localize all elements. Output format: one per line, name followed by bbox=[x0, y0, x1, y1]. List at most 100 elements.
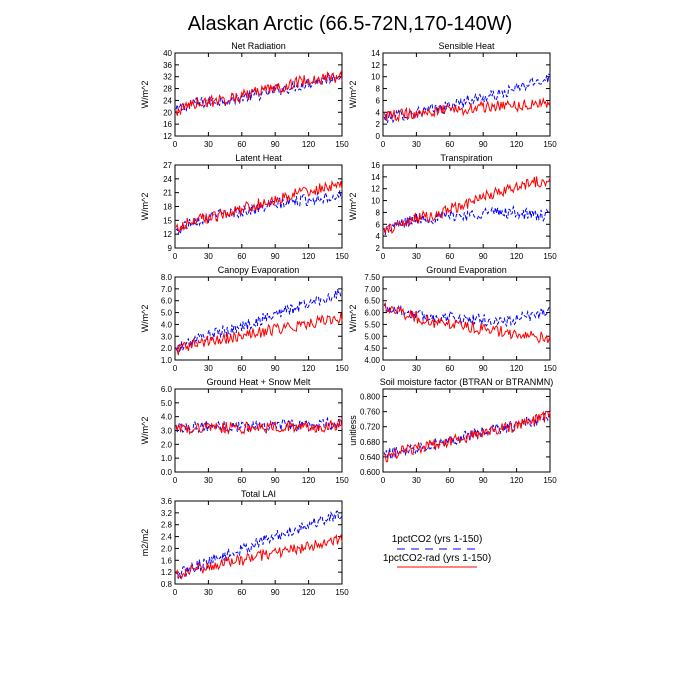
ground-evaporation-xtick-label-150: 150 bbox=[543, 364, 557, 373]
canopy-evaporation-ytick-label-8-0: 8.0 bbox=[161, 273, 173, 282]
sensible-heat-xtick-label-0: 0 bbox=[381, 140, 386, 149]
latent-heat-series-1pctco2-yrs-1-150 bbox=[175, 190, 343, 236]
transpiration-xtick-label-0: 0 bbox=[381, 252, 386, 261]
canopy-evaporation-ytick-label-5-0: 5.0 bbox=[161, 309, 173, 318]
net-radiation-ytick-label-40: 40 bbox=[163, 49, 172, 58]
ground-evaporation-xtick-label-0: 0 bbox=[381, 364, 386, 373]
soil-moisture-factor-btran-or-btranmn-ytick-label-0-800: 0.800 bbox=[360, 393, 381, 402]
sensible-heat-xtick-label-60: 60 bbox=[445, 140, 454, 149]
latent-heat-ytick-label-15: 15 bbox=[163, 216, 172, 225]
sensible-heat-xtick-label-120: 120 bbox=[510, 140, 524, 149]
latent-heat-ylabel: W/m^2 bbox=[140, 193, 150, 221]
canopy-evaporation-xtick-label-120: 120 bbox=[302, 364, 316, 373]
panel-total-lai: Total LAI m2/m2 0 30 60 90 120 150 0.8 1.2 1.6 2.0 2… bbox=[140, 489, 349, 597]
total-lai-xtick-label-30: 30 bbox=[204, 588, 213, 597]
ground-heat-snow-melt-xtick-label-120: 120 bbox=[302, 476, 316, 485]
sensible-heat-ylabel: W/m^2 bbox=[348, 81, 358, 109]
canopy-evaporation-xtick-label-60: 60 bbox=[237, 364, 246, 373]
total-lai-ytick-label-2-0: 2.0 bbox=[161, 544, 173, 553]
total-lai-xtick-label-150: 150 bbox=[335, 588, 349, 597]
ground-evaporation-series-1pctco2-yrs-1-150 bbox=[383, 304, 551, 327]
ground-heat-snow-melt-xtick-label-0: 0 bbox=[173, 476, 178, 485]
total-lai-series-1pctco2-rad-yrs-1-150 bbox=[175, 533, 343, 580]
ground-evaporation-ytick-label-7-50: 7.50 bbox=[364, 273, 380, 282]
latent-heat-xtick-label-90: 90 bbox=[271, 252, 280, 261]
canopy-evaporation-ytick-label-7-0: 7.0 bbox=[161, 285, 173, 294]
soil-moisture-factor-btran-or-btranmn-plot-frame bbox=[382, 388, 551, 473]
total-lai-ytick-label-2-8: 2.8 bbox=[161, 521, 173, 530]
soil-moisture-factor-btran-or-btranmn-ytick-label-0-600: 0.600 bbox=[360, 468, 381, 477]
ground-evaporation-ylabel: W/m^2 bbox=[348, 305, 358, 333]
canopy-evaporation-ytick-label-3-0: 3.0 bbox=[161, 332, 173, 341]
total-lai-xtick-label-120: 120 bbox=[302, 588, 316, 597]
transpiration-series-1pctco2-rad-yrs-1-150 bbox=[383, 176, 551, 234]
transpiration-xtick-label-60: 60 bbox=[445, 252, 454, 261]
net-radiation-ytick-label-20: 20 bbox=[163, 108, 172, 117]
latent-heat-plot-frame bbox=[174, 164, 343, 249]
total-lai-ytick-label-1-2: 1.2 bbox=[161, 568, 173, 577]
sensible-heat-xtick-label-90: 90 bbox=[479, 140, 488, 149]
soil-moisture-factor-btran-or-btranmn-xtick-label-0: 0 bbox=[381, 476, 386, 485]
ground-heat-snow-melt-ytick-label-4-0: 4.0 bbox=[161, 413, 173, 422]
panel-soil-moisture-factor-btran-or-btranmn: Soil moisture factor (BTRAN or BTRANMN) u… bbox=[348, 377, 557, 485]
sensible-heat-ytick-label-4: 4 bbox=[376, 108, 381, 117]
transpiration-xtick-label-30: 30 bbox=[412, 252, 421, 261]
ground-evaporation-ytick-label-6-00: 6.00 bbox=[364, 309, 380, 318]
transpiration-ytick-label-16: 16 bbox=[371, 161, 380, 170]
soil-moisture-factor-btran-or-btranmn-xtick-label-90: 90 bbox=[479, 476, 488, 485]
net-radiation-ytick-label-16: 16 bbox=[163, 120, 172, 129]
ground-evaporation-ytick-label-4-50: 4.50 bbox=[364, 344, 380, 353]
ground-evaporation-ytick-label-5-00: 5.00 bbox=[364, 332, 380, 341]
canopy-evaporation-series-1pctco2-rad-yrs-1-150 bbox=[175, 312, 343, 356]
latent-heat-xtick-label-0: 0 bbox=[173, 252, 178, 261]
soil-moisture-factor-btran-or-btranmn-xtick-label-30: 30 bbox=[412, 476, 421, 485]
soil-moisture-factor-btran-or-btranmn-ytick-label-0-640: 0.640 bbox=[360, 453, 381, 462]
panel-ground-heat-snow-melt: Ground Heat + Snow Melt W/m^2 0 30 60 90 120 15… bbox=[140, 377, 349, 485]
latent-heat-xtick-label-60: 60 bbox=[237, 252, 246, 261]
figure-title: Alaskan Arctic (66.5-72N,170-140W) bbox=[188, 13, 513, 35]
ground-evaporation-plot-frame bbox=[382, 276, 551, 361]
total-lai-xtick-label-0: 0 bbox=[173, 588, 178, 597]
ground-heat-snow-melt-xtick-label-60: 60 bbox=[237, 476, 246, 485]
ground-evaporation-ytick-label-5-50: 5.50 bbox=[364, 320, 380, 329]
net-radiation-xtick-label-120: 120 bbox=[302, 140, 316, 149]
transpiration-ytick-label-2: 2 bbox=[376, 244, 381, 253]
transpiration-ytick-label-8: 8 bbox=[376, 208, 381, 217]
canopy-evaporation-ylabel: W/m^2 bbox=[140, 305, 150, 333]
legend-label-1pctco2-rad: 1pctCO2-rad (yrs 1-150) bbox=[383, 553, 491, 564]
soil-moisture-factor-btran-or-btranmn-ytick-label-0-720: 0.720 bbox=[360, 423, 381, 432]
ground-heat-snow-melt-ytick-label-2-0: 2.0 bbox=[161, 440, 173, 449]
net-radiation-xtick-label-90: 90 bbox=[271, 140, 280, 149]
net-radiation-ytick-label-24: 24 bbox=[163, 96, 172, 105]
net-radiation-ytick-label-32: 32 bbox=[163, 73, 172, 82]
latent-heat-ytick-label-9: 9 bbox=[168, 244, 173, 253]
soil-moisture-factor-btran-or-btranmn-xtick-label-60: 60 bbox=[445, 476, 454, 485]
total-lai-ytick-label-0-8: 0.8 bbox=[161, 580, 173, 589]
latent-heat-ytick-label-18: 18 bbox=[163, 203, 172, 212]
sensible-heat-ytick-label-10: 10 bbox=[371, 73, 380, 82]
total-lai-ytick-label-2-4: 2.4 bbox=[161, 533, 173, 542]
sensible-heat-xtick-label-150: 150 bbox=[543, 140, 557, 149]
canopy-evaporation-xtick-label-90: 90 bbox=[271, 364, 280, 373]
ground-heat-snow-melt-title: Ground Heat + Snow Melt bbox=[207, 377, 311, 387]
net-radiation-series-1pctco2-yrs-1-150 bbox=[175, 72, 343, 113]
net-radiation-ytick-label-28: 28 bbox=[163, 85, 172, 94]
net-radiation-xtick-label-30: 30 bbox=[204, 140, 213, 149]
canopy-evaporation-ytick-label-6-0: 6.0 bbox=[161, 297, 173, 306]
transpiration-plot-frame bbox=[382, 164, 551, 249]
latent-heat-series-1pctco2-rad-yrs-1-150 bbox=[175, 179, 343, 233]
canopy-evaporation-xtick-label-150: 150 bbox=[335, 364, 349, 373]
ground-heat-snow-melt-ylabel: W/m^2 bbox=[140, 417, 150, 445]
canopy-evaporation-ytick-label-2-0: 2.0 bbox=[161, 344, 173, 353]
ground-heat-snow-melt-ytick-label-3-0: 3.0 bbox=[161, 427, 173, 436]
ground-heat-snow-melt-ytick-label-1-0: 1.0 bbox=[161, 454, 173, 463]
sensible-heat-ytick-label-14: 14 bbox=[371, 49, 380, 58]
latent-heat-title: Latent Heat bbox=[235, 153, 282, 163]
transpiration-ytick-label-6: 6 bbox=[376, 220, 381, 229]
sensible-heat-ytick-label-0: 0 bbox=[376, 132, 381, 141]
canopy-evaporation-series-1pctco2-yrs-1-150 bbox=[175, 289, 343, 353]
sensible-heat-ytick-label-2: 2 bbox=[376, 120, 381, 129]
total-lai-xtick-label-60: 60 bbox=[237, 588, 246, 597]
